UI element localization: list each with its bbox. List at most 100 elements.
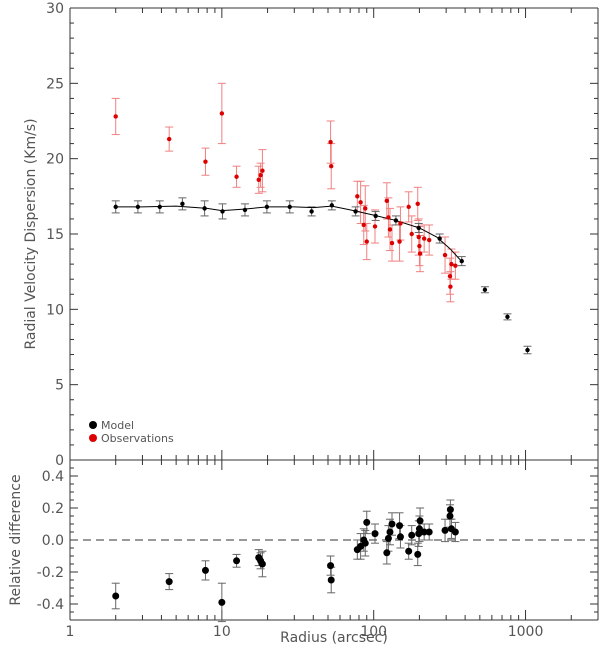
relative-difference-point	[447, 506, 454, 513]
model-point	[243, 208, 247, 212]
model-point	[220, 209, 224, 213]
observation-point	[260, 169, 264, 173]
relative-difference-data	[112, 500, 460, 622]
observation-point	[203, 159, 207, 163]
observation-point	[410, 232, 414, 236]
relative-difference-point	[396, 522, 403, 529]
model-point	[180, 202, 184, 206]
model-point	[505, 315, 509, 319]
observation-point	[453, 263, 457, 267]
observation-point	[422, 236, 426, 240]
observation-point	[220, 111, 224, 115]
legend-observations-marker	[89, 434, 97, 442]
relative-difference-y-tick-label: 0.2	[42, 501, 64, 517]
dispersion-data	[112, 83, 532, 353]
relative-difference-point	[417, 517, 424, 524]
chart-canvas: 051015202530 Radial Velocity Dispersion …	[0, 0, 600, 650]
relative-difference-point	[328, 577, 335, 584]
dispersion-x-ticks	[70, 8, 598, 460]
relative-difference-y-tick-label: -0.2	[37, 565, 64, 581]
observation-point	[390, 241, 394, 245]
observation-point	[418, 251, 422, 255]
observation-point	[448, 274, 452, 278]
observation-point	[258, 173, 262, 177]
observation-point	[114, 114, 118, 118]
relative-difference-point	[327, 562, 334, 569]
model-point	[353, 209, 357, 213]
model-point	[265, 205, 269, 209]
dispersion-y-axis-label: Radial Velocity Dispersion (Km/s)	[23, 118, 39, 349]
relative-difference-point	[233, 557, 240, 564]
observation-point	[355, 194, 359, 198]
model-point	[437, 236, 441, 240]
relative-difference-point	[452, 529, 459, 536]
dispersion-y-tick-label: 25	[46, 76, 64, 92]
dispersion-y-tick-label: 15	[46, 227, 64, 243]
relative-difference-point	[389, 521, 396, 528]
relative-difference-point	[385, 535, 392, 542]
observation-point	[448, 285, 452, 289]
model-point	[288, 205, 292, 209]
observation-point	[328, 140, 332, 144]
relative-difference-point	[362, 540, 369, 547]
relative-difference-x-tick-label: 1000	[508, 624, 544, 640]
relative-difference-x-tick-label: 1	[66, 624, 75, 640]
observation-point	[257, 178, 261, 182]
observation-point	[427, 238, 431, 242]
relative-difference-point	[372, 530, 379, 537]
relative-difference-point	[363, 519, 370, 526]
relative-difference-point	[397, 533, 404, 540]
observation-point	[363, 206, 367, 210]
x-axis-label: Radius (arcsec)	[280, 630, 388, 646]
observation-point	[397, 239, 401, 243]
relative-difference-panel: -0.4 -0.2 0.0 0.2 0.4 1 10 100 1000 Relative di…	[8, 460, 598, 640]
model-point	[460, 259, 464, 263]
model-point	[373, 214, 377, 218]
observation-point	[449, 262, 453, 266]
observation-point	[416, 202, 420, 206]
observation-point	[234, 175, 238, 179]
observation-point	[329, 164, 333, 168]
relative-difference-x-tick-label: 10	[213, 624, 231, 640]
model-point	[136, 205, 140, 209]
relative-difference-point	[386, 529, 393, 536]
observation-point	[365, 239, 369, 243]
relative-difference-x-ticks: 1 10 100 1000	[66, 460, 598, 640]
observation-point	[362, 223, 366, 227]
observation-point	[417, 244, 421, 248]
dispersion-y-tick-label: 5	[55, 378, 64, 394]
relative-difference-y-tick-label: -0.4	[37, 597, 64, 613]
legend-observations-label: Observations	[101, 432, 174, 445]
dispersion-panel: 0 5 10 15 20 25 30 Radial Velocity Dispersion …	[23, 1, 598, 469]
figure: 0 5 10 15 20 25 30 Radial Velocity Dispersion …	[0, 0, 600, 650]
observation-point	[406, 205, 410, 209]
model-point	[417, 226, 421, 230]
observation-point	[385, 199, 389, 203]
observation-point	[373, 224, 377, 228]
observation-point	[398, 221, 402, 225]
dispersion-y-ticks: 0 5 10 15 20 25 30	[46, 1, 598, 469]
model-point	[114, 205, 118, 209]
relative-difference-point	[383, 549, 390, 556]
model-point	[483, 288, 487, 292]
observation-point	[388, 227, 392, 231]
observation-point	[358, 200, 362, 204]
relative-difference-point	[218, 599, 225, 606]
observation-point	[167, 137, 171, 141]
legend-model-marker	[89, 421, 97, 429]
model-point	[330, 203, 334, 207]
model-point	[309, 209, 313, 213]
relative-difference-point	[442, 527, 449, 534]
observation-point	[386, 215, 390, 219]
model-point	[202, 206, 206, 210]
relative-difference-point	[446, 513, 453, 520]
relative-difference-point	[259, 561, 266, 568]
relative-difference-point	[112, 593, 119, 600]
relative-difference-y-tick-label: 0.0	[42, 533, 64, 549]
relative-difference-y-axis-label: Relative difference	[8, 474, 24, 605]
relative-difference-point	[202, 567, 209, 574]
relative-difference-point	[166, 578, 173, 585]
relative-difference-point	[426, 529, 433, 536]
legend-model-label: Model	[101, 419, 134, 432]
dispersion-y-tick-label: 0	[55, 453, 64, 469]
